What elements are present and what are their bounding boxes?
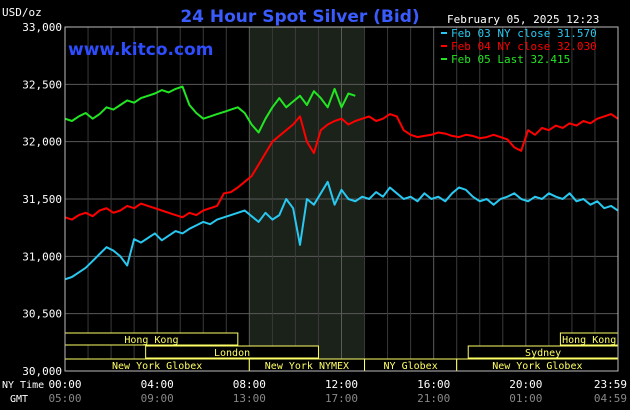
series-line (64, 85, 356, 134)
x-tick-label-ny: 23:59 (594, 378, 627, 391)
series-lines (64, 85, 619, 281)
x-tick-label-gmt: 13:00 (233, 392, 266, 405)
session-label: London (214, 348, 250, 359)
x-tick-label-gmt: 01:00 (509, 392, 542, 405)
x-tick-label-ny: 12:00 (325, 378, 358, 391)
session-bar (145, 345, 319, 359)
unit-label: USD/oz (2, 6, 42, 19)
ny-time-label: NY Time (2, 380, 44, 391)
session-label: New York NYMEX (265, 361, 349, 372)
y-tick-label: 32,000 (22, 136, 62, 149)
series-line (64, 180, 619, 281)
gmt-label: GMT (10, 394, 28, 405)
y-tick-label: 33,000 (22, 21, 62, 34)
x-tick-label-ny: 08:00 (233, 378, 266, 391)
x-tick-label-gmt: 04:59 (594, 392, 627, 405)
y-tick-label: 30,000 (22, 365, 62, 378)
session-label: New York Globex (492, 361, 582, 372)
plot-frame (64, 26, 619, 372)
x-axis: 00:00 04:00 08:00 12:00 16:00 20:00 23:59 05:00… (48, 378, 627, 405)
legend-entry: Feb 03 NY close 31.570 (451, 27, 597, 40)
y-tick-label: 30,500 (22, 308, 62, 321)
y-tick-label: 31,000 (22, 250, 62, 263)
chart-title: 24 Hour Spot Silver (Bid) (180, 7, 419, 27)
x-tick-label-gmt: 21:00 (417, 392, 450, 405)
session-label: NY Globex (384, 361, 438, 372)
x-tick-label-gmt: 17:00 (325, 392, 358, 405)
y-axis: 33,000 32,500 32,000 31,500 31,000 30,500 30,0… (22, 21, 62, 378)
legend-entry: Feb 04 NY close 32.030 (451, 40, 597, 53)
date-label: February 05, 2025 12:23 (447, 13, 599, 26)
y-tick-label: 32,500 (22, 78, 62, 91)
session-label: Hong Kong (562, 335, 616, 346)
session-label: New York Globex (112, 361, 202, 372)
site-label: www.kitco.com (68, 40, 213, 60)
x-tick-label-ny: 20:00 (509, 378, 542, 391)
x-tick-label-ny: 04:00 (141, 378, 174, 391)
x-tick-label-ny: 16:00 (417, 378, 450, 391)
y-tick-label: 31,500 (22, 193, 62, 206)
series-line (64, 113, 619, 221)
session-label: Hong Kong (124, 335, 178, 346)
session-label: Sydney (525, 348, 561, 359)
x-tick-label-ny: 00:00 (48, 378, 81, 391)
x-tick-label-gmt: 09:00 (141, 392, 174, 405)
session-bars: Hong Kong Hong Kong London Sydney New York G… (64, 332, 619, 372)
x-tick-label-gmt: 05:00 (48, 392, 81, 405)
legend-entry: Feb 05 Last 32.415 (451, 53, 570, 66)
